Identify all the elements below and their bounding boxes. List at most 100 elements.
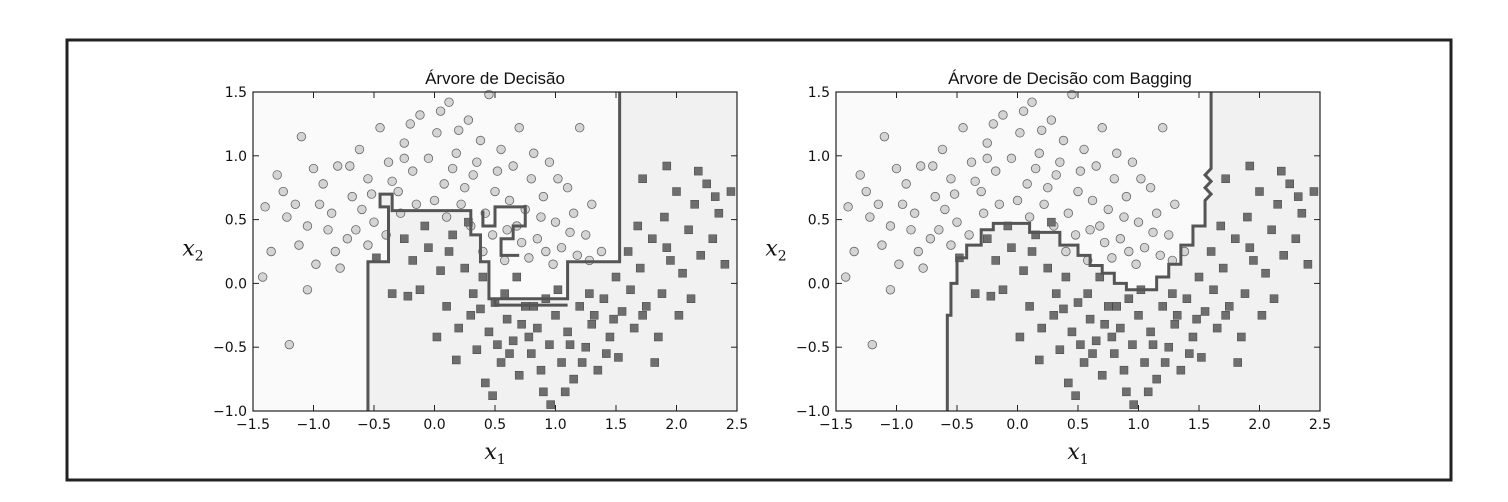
- point-square: [1255, 187, 1264, 196]
- x-tick-label: 1.5: [1188, 417, 1210, 433]
- point-circle: [347, 191, 357, 202]
- point-circle: [266, 246, 276, 257]
- point-square: [508, 336, 518, 346]
- y-axis-ticks: −1.0 −0.5 0.0 0.5 1.0 1.5: [796, 85, 1320, 420]
- point-circle: [363, 174, 373, 184]
- point-square: [1091, 336, 1101, 346]
- point-square: [539, 387, 548, 397]
- scatter-points: [840, 89, 1319, 409]
- point-circle: [964, 230, 974, 240]
- point-square: [1085, 314, 1095, 324]
- point-square: [1245, 161, 1255, 171]
- point-circle: [553, 174, 563, 184]
- point-circle: [524, 253, 534, 263]
- point-circle: [529, 148, 539, 158]
- point-circle: [311, 259, 321, 269]
- point-circle: [1027, 97, 1037, 107]
- point-circle: [369, 217, 379, 227]
- point-square: [1269, 294, 1279, 303]
- point-circle: [351, 225, 361, 235]
- point-square: [1291, 234, 1301, 243]
- point-circle: [1036, 125, 1047, 135]
- boundary-island: [481, 205, 527, 257]
- point-square: [970, 289, 980, 298]
- point-square: [514, 371, 524, 380]
- point-circle: [849, 246, 859, 257]
- point-circle: [946, 240, 956, 250]
- point-square: [1073, 298, 1083, 307]
- point-square: [387, 289, 397, 298]
- point-square: [599, 294, 609, 303]
- point-square: [1218, 263, 1228, 273]
- point-circle: [982, 153, 992, 164]
- point-circle: [1157, 123, 1168, 133]
- point-square: [605, 332, 615, 342]
- point-circle: [879, 131, 890, 142]
- point-square: [488, 391, 497, 400]
- point-square: [629, 323, 639, 333]
- point-square: [545, 340, 554, 349]
- chart-title: Árvore de Decisão com Bagging: [948, 69, 1192, 88]
- point-circle: [423, 153, 434, 164]
- x-tick-label: 2.5: [1309, 417, 1331, 433]
- point-square: [1188, 332, 1198, 342]
- point-square: [1245, 243, 1255, 252]
- point-circle: [487, 230, 498, 240]
- point-circle: [335, 263, 345, 273]
- point-circle: [1043, 182, 1053, 193]
- point-square: [442, 302, 451, 311]
- point-circle: [516, 237, 527, 248]
- point-square: [1140, 358, 1149, 367]
- point-circle: [587, 199, 597, 209]
- point-square: [672, 187, 681, 196]
- point-circle: [901, 179, 911, 189]
- point-square: [1194, 272, 1204, 282]
- point-square: [1233, 358, 1242, 367]
- point-square: [674, 311, 684, 320]
- point-circle: [296, 131, 307, 142]
- point-square: [638, 174, 647, 184]
- x-tick-label: −1.5: [236, 417, 270, 433]
- point-square: [702, 179, 711, 189]
- point-circle: [490, 186, 500, 197]
- point-square: [617, 307, 627, 316]
- point-circle: [514, 123, 524, 133]
- point-square: [633, 221, 643, 231]
- point-square: [686, 294, 696, 303]
- point-circle: [840, 272, 851, 282]
- point-square: [1128, 340, 1137, 349]
- point-circle: [1099, 237, 1110, 248]
- point-square: [1134, 311, 1143, 320]
- point-circle: [596, 246, 607, 257]
- point-square: [1095, 272, 1105, 282]
- y-tick-label: 0.5: [225, 213, 247, 229]
- x-tick-label: −0.5: [357, 417, 391, 433]
- point-square: [1158, 302, 1167, 311]
- chart-decision-tree-bagging: −1.5 −1.0 −0.5 0.0 0.5 1.0 1.5 2.0 2.5 −1.0−0.50…: [765, 69, 1331, 468]
- x-tick-label: 0.0: [1006, 417, 1028, 433]
- point-circle: [451, 148, 461, 158]
- x-tick-label: −0.5: [940, 417, 974, 433]
- point-square: [666, 256, 675, 265]
- point-square: [1076, 340, 1085, 349]
- x-tick-label: −1.0: [297, 417, 331, 433]
- point-square: [1043, 263, 1052, 273]
- point-circle: [326, 208, 337, 218]
- point-circle: [1131, 259, 1141, 269]
- x-tick-label: 0.5: [1067, 417, 1089, 433]
- point-square: [1146, 327, 1155, 337]
- point-circle: [952, 217, 962, 227]
- point-square: [714, 208, 724, 218]
- point-square: [638, 311, 647, 320]
- point-circle: [581, 230, 591, 240]
- point-circle: [526, 174, 537, 184]
- point-circle: [934, 225, 944, 235]
- point-square: [602, 349, 611, 358]
- point-circle: [865, 212, 875, 222]
- point-square: [1170, 319, 1180, 329]
- point-square: [1267, 225, 1276, 235]
- point-circle: [468, 170, 478, 180]
- point-square: [1051, 289, 1061, 298]
- point-circle: [1155, 250, 1165, 261]
- point-square: [1116, 323, 1125, 333]
